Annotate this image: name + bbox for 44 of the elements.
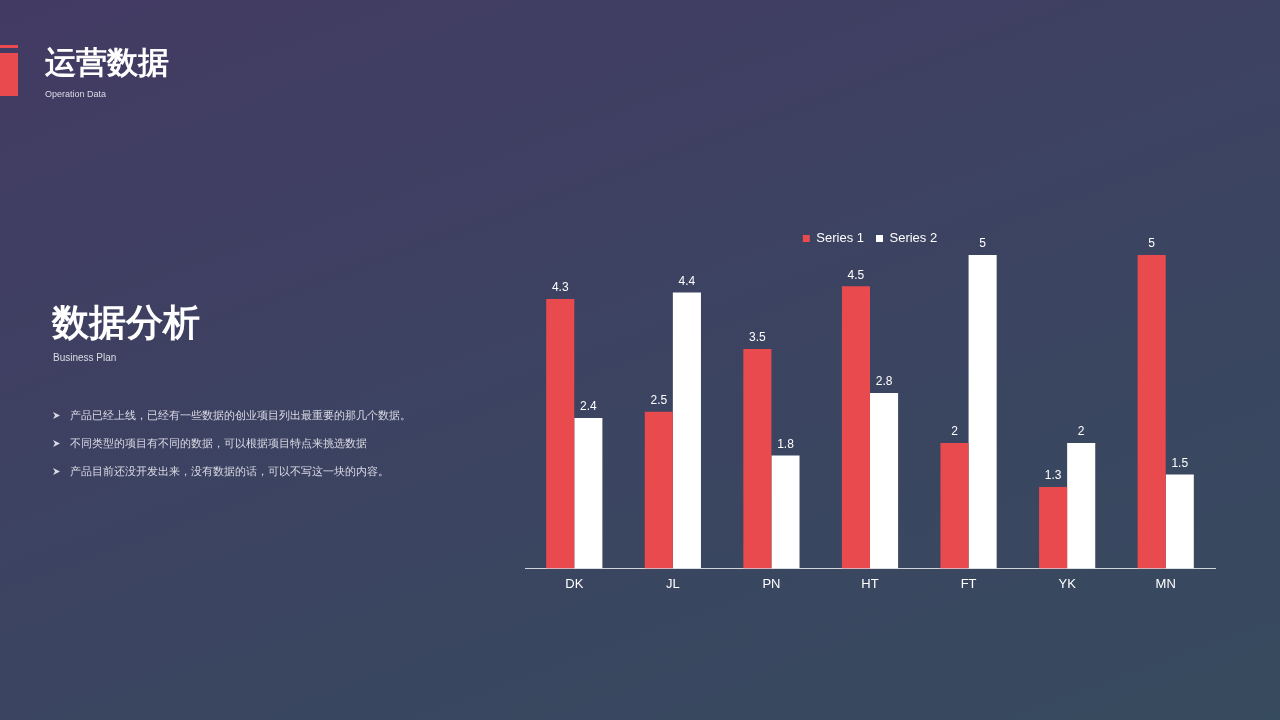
text: 运营数据 (45, 44, 169, 82)
bar (1067, 443, 1096, 569)
data-label: 1.5 (1171, 455, 1189, 470)
legend-label: Series 2 (889, 230, 938, 246)
legend-label: Series 1 (816, 230, 865, 246)
text: 产品已经上线，已经有一些数据的创业项目列出最重要的那几个数据。 (70, 408, 411, 423)
data-label: 2 (1077, 424, 1085, 439)
data-label: 3.5 (749, 330, 767, 345)
data-label: 5 (1148, 236, 1156, 251)
data-label: 2.5 (650, 393, 668, 408)
text: Operation Data (45, 89, 107, 99)
data-label: 4.4 (678, 273, 696, 288)
data-label: 2.8 (875, 374, 893, 389)
bar (940, 443, 969, 569)
text: 不同类型的项目有不同的数据，可以根据项目特点来挑选数据 (70, 436, 367, 451)
bar (546, 298, 575, 569)
x-tick-label: YK (1058, 575, 1077, 591)
data-label: 2 (951, 424, 959, 439)
x-tick-label: HT (861, 575, 879, 591)
x-tick-label: FT (960, 575, 977, 591)
bar (968, 255, 997, 569)
bar (574, 417, 603, 569)
bar (1137, 255, 1166, 569)
bar (644, 411, 673, 569)
bar (1039, 486, 1068, 569)
data-label: 4.3 (551, 280, 569, 295)
bar (672, 292, 701, 569)
bar (743, 349, 772, 569)
text: 产品目前还没开发出来，没有数据的话，可以不写这一块的内容。 (70, 464, 389, 479)
x-tick-label: DK (565, 575, 584, 591)
bar (1165, 474, 1194, 569)
data-label: 2.4 (579, 399, 597, 414)
data-label: 4.5 (847, 267, 865, 282)
bar (841, 286, 870, 569)
text: 数据分析 (52, 301, 200, 345)
bar (870, 392, 899, 569)
data-label: 5 (979, 236, 987, 251)
bar (771, 455, 800, 569)
x-tick-label: PN (762, 575, 781, 591)
data-label: 1.3 (1044, 468, 1062, 483)
text: Business Plan (53, 352, 117, 363)
x-tick-label: MN (1155, 575, 1176, 591)
data-label: 1.8 (777, 436, 795, 451)
x-tick-label: JL (665, 575, 680, 591)
